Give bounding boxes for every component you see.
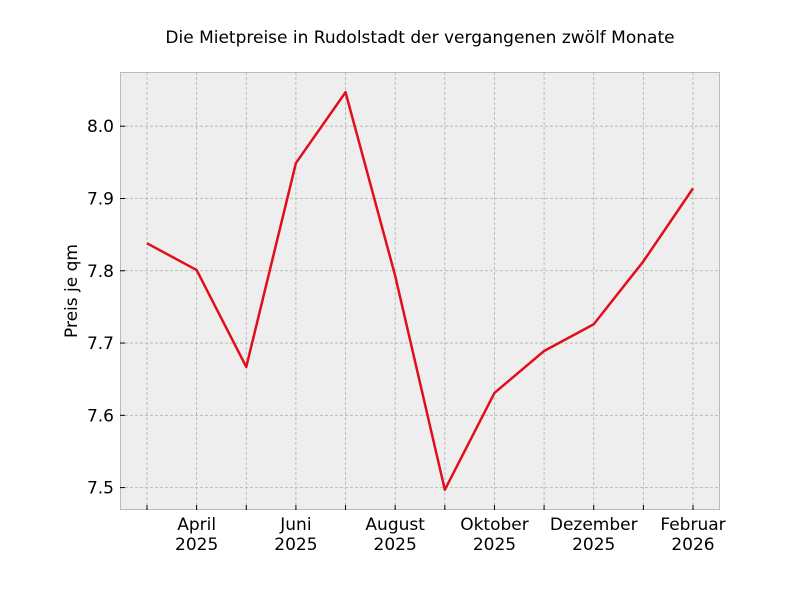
x-tick-label-month: April	[177, 515, 216, 535]
x-tick-label-month: Dezember	[550, 515, 638, 535]
plot-area	[121, 73, 720, 510]
y-tick-label: 7.8	[87, 262, 114, 282]
x-tick-label-year: 2026	[671, 535, 714, 555]
x-tick-label-year: 2025	[175, 535, 218, 555]
y-axis-label: Preis je qm	[62, 244, 82, 338]
chart-title: Die Mietpreise in Rudolstadt der vergang…	[165, 28, 674, 48]
y-tick-label: 7.7	[87, 334, 114, 354]
x-axis: April2025Juni2025August2025Oktober2025De…	[147, 505, 726, 555]
y-axis: 7.5 7.6 7.7 7.8 7.9 8.0	[87, 117, 125, 498]
x-tick-label-month: Oktober	[460, 515, 529, 535]
y-tick-label: 7.5	[87, 479, 114, 499]
y-tick-label: 7.6	[87, 406, 114, 426]
x-tick-label-year: 2025	[374, 535, 417, 555]
x-tick-label-year: 2025	[274, 535, 317, 555]
y-tick-label: 8.0	[87, 117, 114, 137]
x-tick-label-year: 2025	[572, 535, 615, 555]
x-tick-label-year: 2025	[473, 535, 516, 555]
x-tick-label-month: Februar	[660, 515, 725, 535]
x-tick-label-month: Juni	[279, 515, 311, 535]
x-tick-label-month: August	[365, 515, 425, 535]
y-tick-label: 7.9	[87, 189, 114, 209]
